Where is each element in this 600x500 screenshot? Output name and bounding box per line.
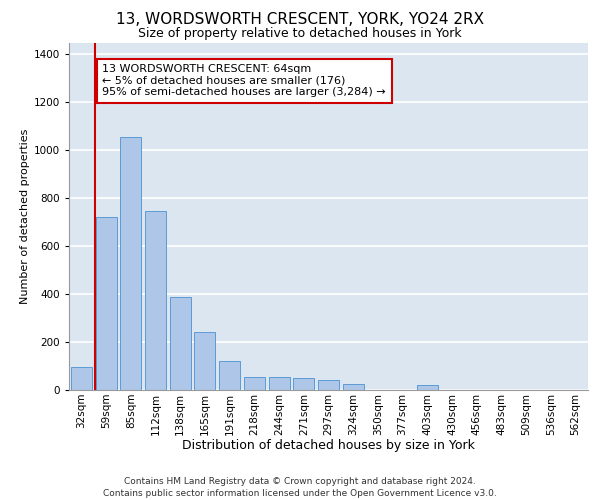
Bar <box>417 385 438 390</box>
Bar <box>145 212 166 390</box>
Y-axis label: Number of detached properties: Number of detached properties <box>20 128 29 304</box>
Bar <box>219 361 240 390</box>
Bar <box>244 377 265 390</box>
Bar <box>293 378 314 390</box>
Bar <box>343 384 364 390</box>
Bar <box>269 377 290 390</box>
Bar <box>95 218 116 390</box>
Bar <box>170 296 191 390</box>
Bar <box>194 332 215 390</box>
Bar <box>71 367 92 390</box>
Text: 13 WORDSWORTH CRESCENT: 64sqm
← 5% of detached houses are smaller (176)
95% of s: 13 WORDSWORTH CRESCENT: 64sqm ← 5% of de… <box>103 64 386 98</box>
Text: 13, WORDSWORTH CRESCENT, YORK, YO24 2RX: 13, WORDSWORTH CRESCENT, YORK, YO24 2RX <box>116 12 484 28</box>
Bar <box>120 137 141 390</box>
Bar <box>318 380 339 390</box>
Text: Contains HM Land Registry data © Crown copyright and database right 2024.
Contai: Contains HM Land Registry data © Crown c… <box>103 476 497 498</box>
Text: Size of property relative to detached houses in York: Size of property relative to detached ho… <box>138 28 462 40</box>
X-axis label: Distribution of detached houses by size in York: Distribution of detached houses by size … <box>182 439 475 452</box>
